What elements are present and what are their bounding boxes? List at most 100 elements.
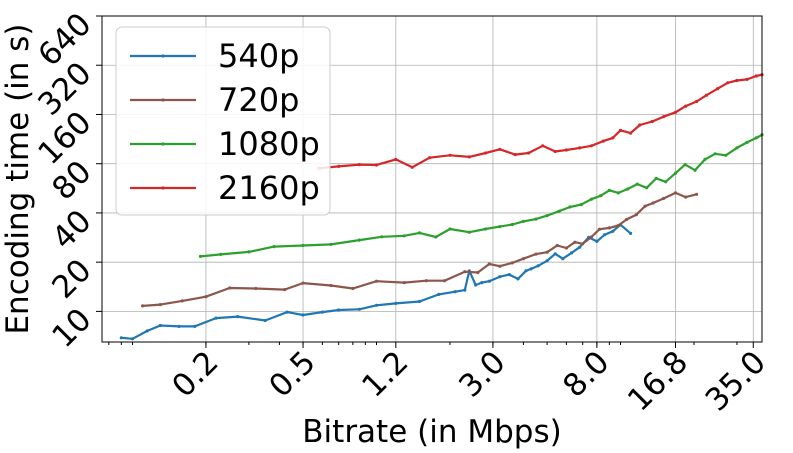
data-point-540p — [524, 269, 528, 273]
legend-marker-2160p — [161, 186, 165, 190]
data-point-2160p — [467, 155, 471, 159]
data-point-1080p — [534, 217, 538, 221]
data-point-2160p — [638, 123, 642, 127]
data-point-720p — [402, 281, 406, 285]
data-point-1080p — [219, 252, 223, 256]
data-point-720p — [374, 279, 379, 283]
data-point-540p — [474, 283, 478, 287]
data-point-2160p — [611, 136, 615, 140]
data-point-1080p — [616, 191, 621, 195]
data-point-1080p — [703, 157, 707, 161]
data-point-540p — [498, 275, 502, 279]
data-point-2160p — [754, 74, 758, 78]
data-point-540p — [516, 277, 520, 281]
data-point-540p — [158, 323, 162, 328]
data-point-720p — [673, 191, 678, 195]
data-point-2160p — [726, 81, 730, 85]
data-point-720p — [564, 246, 569, 250]
data-point-2160p — [618, 128, 623, 132]
data-point-1080p — [417, 231, 422, 235]
data-point-720p — [695, 192, 699, 196]
data-point-540p — [561, 257, 565, 261]
data-point-1080p — [357, 238, 361, 242]
data-point-540p — [480, 281, 484, 285]
data-point-2160p — [704, 93, 709, 97]
data-point-1080p — [607, 188, 612, 192]
data-point-2160p — [410, 165, 414, 169]
data-point-720p — [487, 262, 491, 266]
data-point-1080p — [599, 194, 603, 198]
data-point-720p — [625, 217, 629, 221]
data-point-540p — [453, 290, 457, 294]
data-point-540p — [301, 313, 305, 317]
data-point-1080p — [664, 180, 668, 184]
data-point-720p — [498, 264, 502, 268]
data-point-540p — [487, 279, 491, 283]
series-line-720p — [142, 191, 697, 307]
legend-marker-1080p — [161, 142, 165, 146]
data-point-2160p — [684, 104, 688, 108]
data-point-2160p — [553, 149, 557, 154]
data-point-1080p — [247, 250, 251, 254]
data-point-1080p — [521, 219, 526, 223]
data-point-720p — [351, 286, 355, 291]
legend-label-1080p: 1080p — [218, 125, 320, 163]
data-point-540p — [263, 318, 267, 323]
data-point-540p — [602, 233, 607, 237]
y-axis-label: Encoding time (in s) — [0, 23, 36, 334]
data-point-1080p — [693, 168, 697, 172]
data-point-2160p — [650, 119, 654, 124]
data-point-720p — [555, 243, 559, 248]
data-point-2160p — [541, 144, 545, 148]
data-point-720p — [510, 261, 514, 265]
data-point-540p — [507, 273, 511, 277]
data-point-2160p — [601, 139, 605, 143]
data-point-1080p — [434, 235, 438, 239]
data-point-720p — [283, 288, 287, 292]
data-point-2160p — [357, 163, 361, 167]
legend-label-2160p: 2160p — [218, 169, 320, 207]
data-point-540p — [529, 267, 533, 271]
data-point-2160p — [589, 144, 594, 148]
data-point-720p — [254, 286, 258, 291]
data-point-2160p — [374, 163, 379, 167]
data-point-720p — [545, 250, 549, 254]
data-point-1080p — [673, 171, 678, 175]
data-point-540p — [463, 288, 467, 292]
data-point-540p — [578, 245, 582, 249]
data-point-1080p — [510, 222, 514, 227]
data-point-720p — [329, 283, 333, 288]
data-point-1080p — [484, 227, 488, 231]
data-point-2160p — [695, 99, 699, 104]
data-point-1080p — [654, 176, 658, 180]
data-point-1080p — [568, 205, 572, 209]
data-point-540p — [553, 252, 557, 256]
data-point-540p — [374, 303, 379, 307]
data-point-1080p — [589, 197, 594, 201]
data-point-2160p — [448, 153, 452, 157]
data-point-1080p — [448, 227, 452, 231]
data-point-720p — [589, 235, 594, 239]
data-point-540p — [119, 336, 123, 340]
data-point-2160p — [661, 115, 666, 119]
data-point-720p — [643, 204, 647, 208]
data-point-1080p — [272, 245, 276, 249]
data-point-540p — [214, 316, 218, 320]
data-point-720p — [573, 240, 577, 244]
data-point-720p — [581, 242, 585, 246]
data-point-1080p — [635, 182, 639, 186]
data-point-1080p — [735, 146, 739, 150]
data-point-540p — [611, 229, 615, 233]
data-point-2160p — [394, 157, 398, 161]
plot-frame — [101, 15, 763, 343]
data-point-720p — [521, 257, 526, 261]
data-point-540p — [570, 251, 574, 255]
data-point-2160p — [428, 156, 432, 160]
data-point-1080p — [745, 140, 749, 144]
data-point-2160p — [484, 151, 488, 155]
data-point-720p — [661, 196, 666, 201]
data-point-540p — [145, 329, 149, 333]
data-point-2160p — [498, 147, 502, 151]
data-point-720p — [463, 270, 467, 274]
data-point-540p — [417, 299, 422, 304]
